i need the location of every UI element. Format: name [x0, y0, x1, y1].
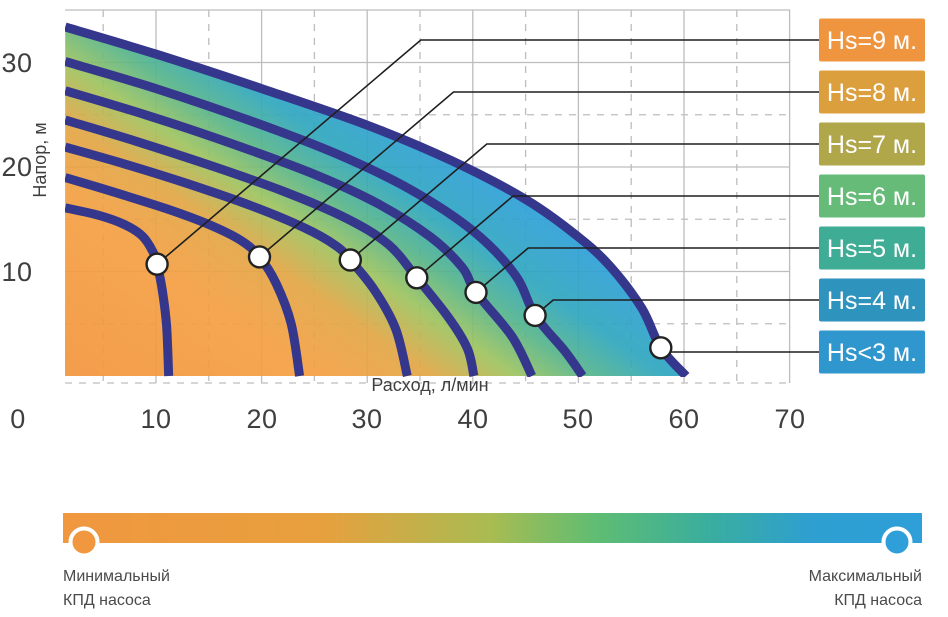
min-efficiency-label-line1: Минимальный [63, 568, 170, 585]
pump-curves [65, 22, 690, 377]
y-tick-label: 30 [1, 48, 32, 78]
x-axis-title: Расход, л/мин [371, 375, 488, 395]
leader-lines [156, 39, 819, 353]
x-tick-label: 70 [774, 404, 805, 434]
efficiency-gradient-bar [63, 513, 922, 543]
curve-markers [145, 245, 673, 360]
legend-badge-label: Hs=6 м. [827, 183, 917, 211]
x-tick-label: 50 [562, 404, 593, 434]
curve-marker[interactable] [145, 252, 169, 276]
min-efficiency-label-line2: КПД насоса [63, 592, 151, 609]
legend-badge[interactable]: Hs=4 м. [819, 278, 925, 322]
legend-badge-label: Hs=8 м. [827, 79, 917, 107]
legend-badges: Hs=9 м. Hs=8 м. Hs=7 м. Hs=6 м. Hs=5 м. Hs=4 … [819, 18, 925, 374]
legend-badge[interactable]: Hs<3 м. [819, 330, 925, 374]
x-tick-label: 30 [351, 404, 382, 434]
curve-marker[interactable] [523, 303, 547, 328]
x-axis-ticks: 0 10 20 30 40 50 60 70 [10, 404, 805, 434]
legend-badge-label: Hs=7 м. [827, 131, 917, 159]
max-efficiency-dot[interactable] [881, 526, 913, 558]
pump-curve-5 [65, 86, 536, 377]
x-tick-label: 20 [246, 404, 277, 434]
curve-marker[interactable] [405, 266, 429, 290]
legend-badge-label: Hs=5 м. [827, 235, 917, 263]
leader-line [258, 91, 819, 258]
y-axis-title: Напор, м [30, 122, 50, 197]
efficiency-bar: Минимальный КПД насоса Максимальный КПД … [63, 513, 922, 609]
legend-badge[interactable]: Hs=5 м. [819, 226, 925, 270]
legend-badge-label: Hs=9 м. [827, 27, 917, 55]
legend-badge[interactable]: Hs=6 м. [819, 174, 925, 218]
curve-marker[interactable] [464, 280, 488, 305]
y-tick-label: 10 [1, 257, 32, 287]
max-efficiency-label-line1: Максимальный [809, 568, 922, 585]
x-tick-label: 40 [457, 404, 488, 434]
legend-badge[interactable]: Hs=7 м. [819, 122, 925, 166]
x-tick-label: 10 [140, 404, 171, 434]
pump-curve-6 [65, 115, 479, 377]
min-efficiency-dot[interactable] [68, 526, 100, 558]
leader-line [416, 195, 819, 279]
leader-line [475, 247, 819, 294]
y-axis-ticks: 10 20 30 [1, 48, 32, 287]
legend-badge-label: Hs<3 м. [827, 339, 917, 367]
leader-line [349, 143, 819, 261]
legend-badge[interactable]: Hs=8 м. [819, 70, 925, 114]
curve-marker[interactable] [649, 336, 673, 360]
pump-curve-9 [65, 203, 174, 377]
legend-badge-label: Hs=4 м. [827, 287, 917, 315]
pump-curve-4 [65, 57, 587, 377]
x-tick-label: 0 [10, 404, 26, 434]
legend-badge[interactable]: Hs=9 м. [819, 18, 925, 62]
x-tick-label: 60 [668, 404, 699, 434]
curve-marker[interactable] [247, 245, 272, 269]
pump-curve-<3 [65, 22, 690, 377]
curve-marker[interactable] [338, 248, 362, 272]
y-tick-label: 20 [1, 152, 32, 182]
pump-curve-8 [65, 173, 305, 377]
max-efficiency-label-line2: КПД насоса [834, 592, 922, 609]
leader-line [156, 39, 819, 265]
pump-curve-7 [65, 142, 412, 377]
